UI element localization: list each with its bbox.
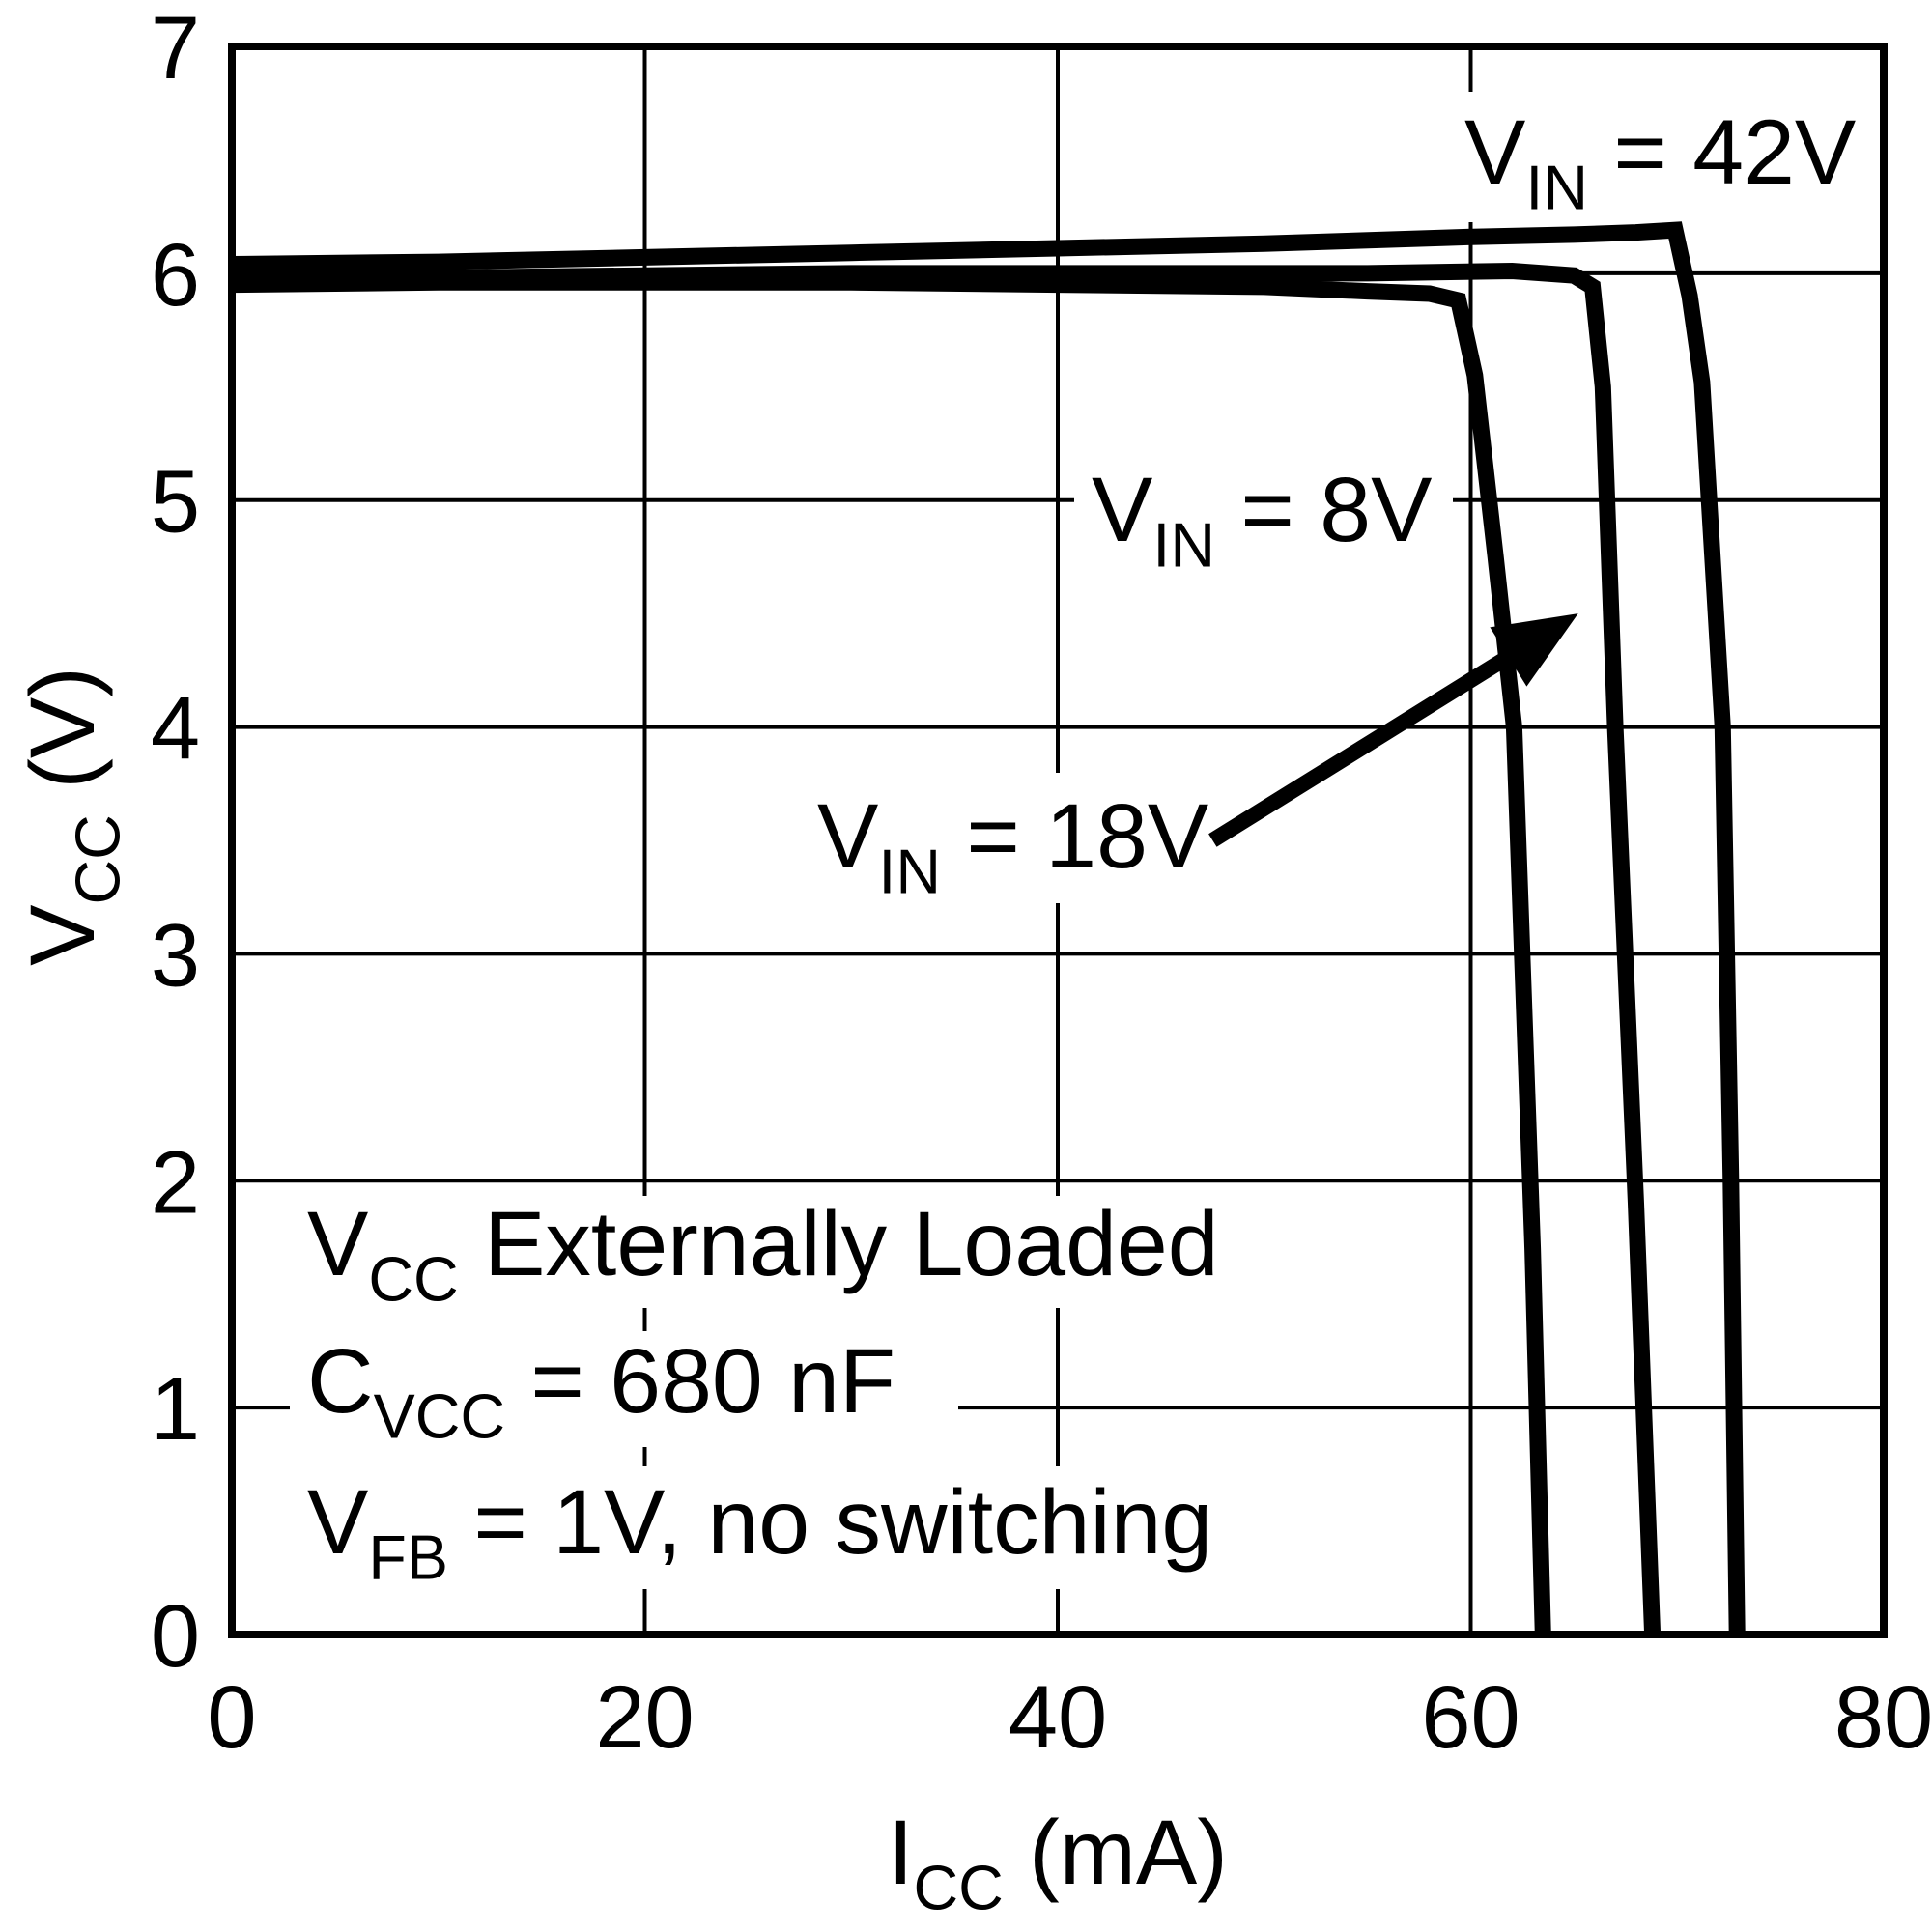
y-tick-label-2: 2 (151, 1133, 200, 1232)
curve-vin-18v (231, 262, 1662, 1635)
y-tick-label-5: 5 (151, 453, 200, 552)
arrow-head-icon (1490, 613, 1578, 687)
y-axis-title: VCC (V) (12, 667, 133, 966)
label-mask-cond1 (290, 1196, 1316, 1308)
condition-vcc-externally-loaded: VCC Externally Loaded (307, 1193, 1219, 1315)
x-axis-title: ICC (mA) (888, 1802, 1228, 1923)
curve-label-vin-42v: VIN = 42V (1464, 101, 1856, 223)
condition-vfb-no-switching: VFB = 1V, no switching (307, 1471, 1212, 1593)
arrow-shaft (1208, 645, 1520, 847)
label-masks (290, 92, 1858, 1589)
condition-cvcc-680nf: CVCC = 680 nF (307, 1330, 895, 1452)
y-tick-label-3: 3 (151, 906, 200, 1005)
curve-label-vin-18v: VIN = 18V (817, 785, 1208, 907)
label-mask-vin8 (1074, 452, 1453, 578)
curve-vin-42v (231, 221, 1746, 1635)
y-tick-label-4: 4 (151, 680, 200, 779)
x-tick-label-0: 0 (207, 1668, 256, 1767)
x-tick-label-60: 60 (1421, 1668, 1520, 1767)
x-tick-label-40: 40 (1009, 1668, 1107, 1767)
label-mask-cond2 (290, 1331, 958, 1447)
y-tick-label-1: 1 (151, 1360, 200, 1459)
label-mask-vin18 (800, 773, 1222, 903)
curve-label-vin-8v: VIN = 8V (1092, 459, 1432, 581)
annotation-arrow (1208, 613, 1578, 847)
y-tick-label-7: 7 (151, 0, 200, 98)
plot-frame (228, 43, 1888, 1638)
y-tick-label-6: 6 (151, 226, 200, 325)
y-tick-label-0: 0 (151, 1587, 200, 1686)
label-mask-vin42 (1457, 92, 1858, 222)
x-tick-label-80: 80 (1834, 1668, 1932, 1767)
tick-labels: 0 1 2 3 4 5 6 7 0 20 40 60 80 (151, 0, 1932, 1767)
x-tick-label-20: 20 (595, 1668, 694, 1767)
label-mask-cond3 (290, 1466, 1287, 1589)
data-curves (231, 221, 1746, 1635)
